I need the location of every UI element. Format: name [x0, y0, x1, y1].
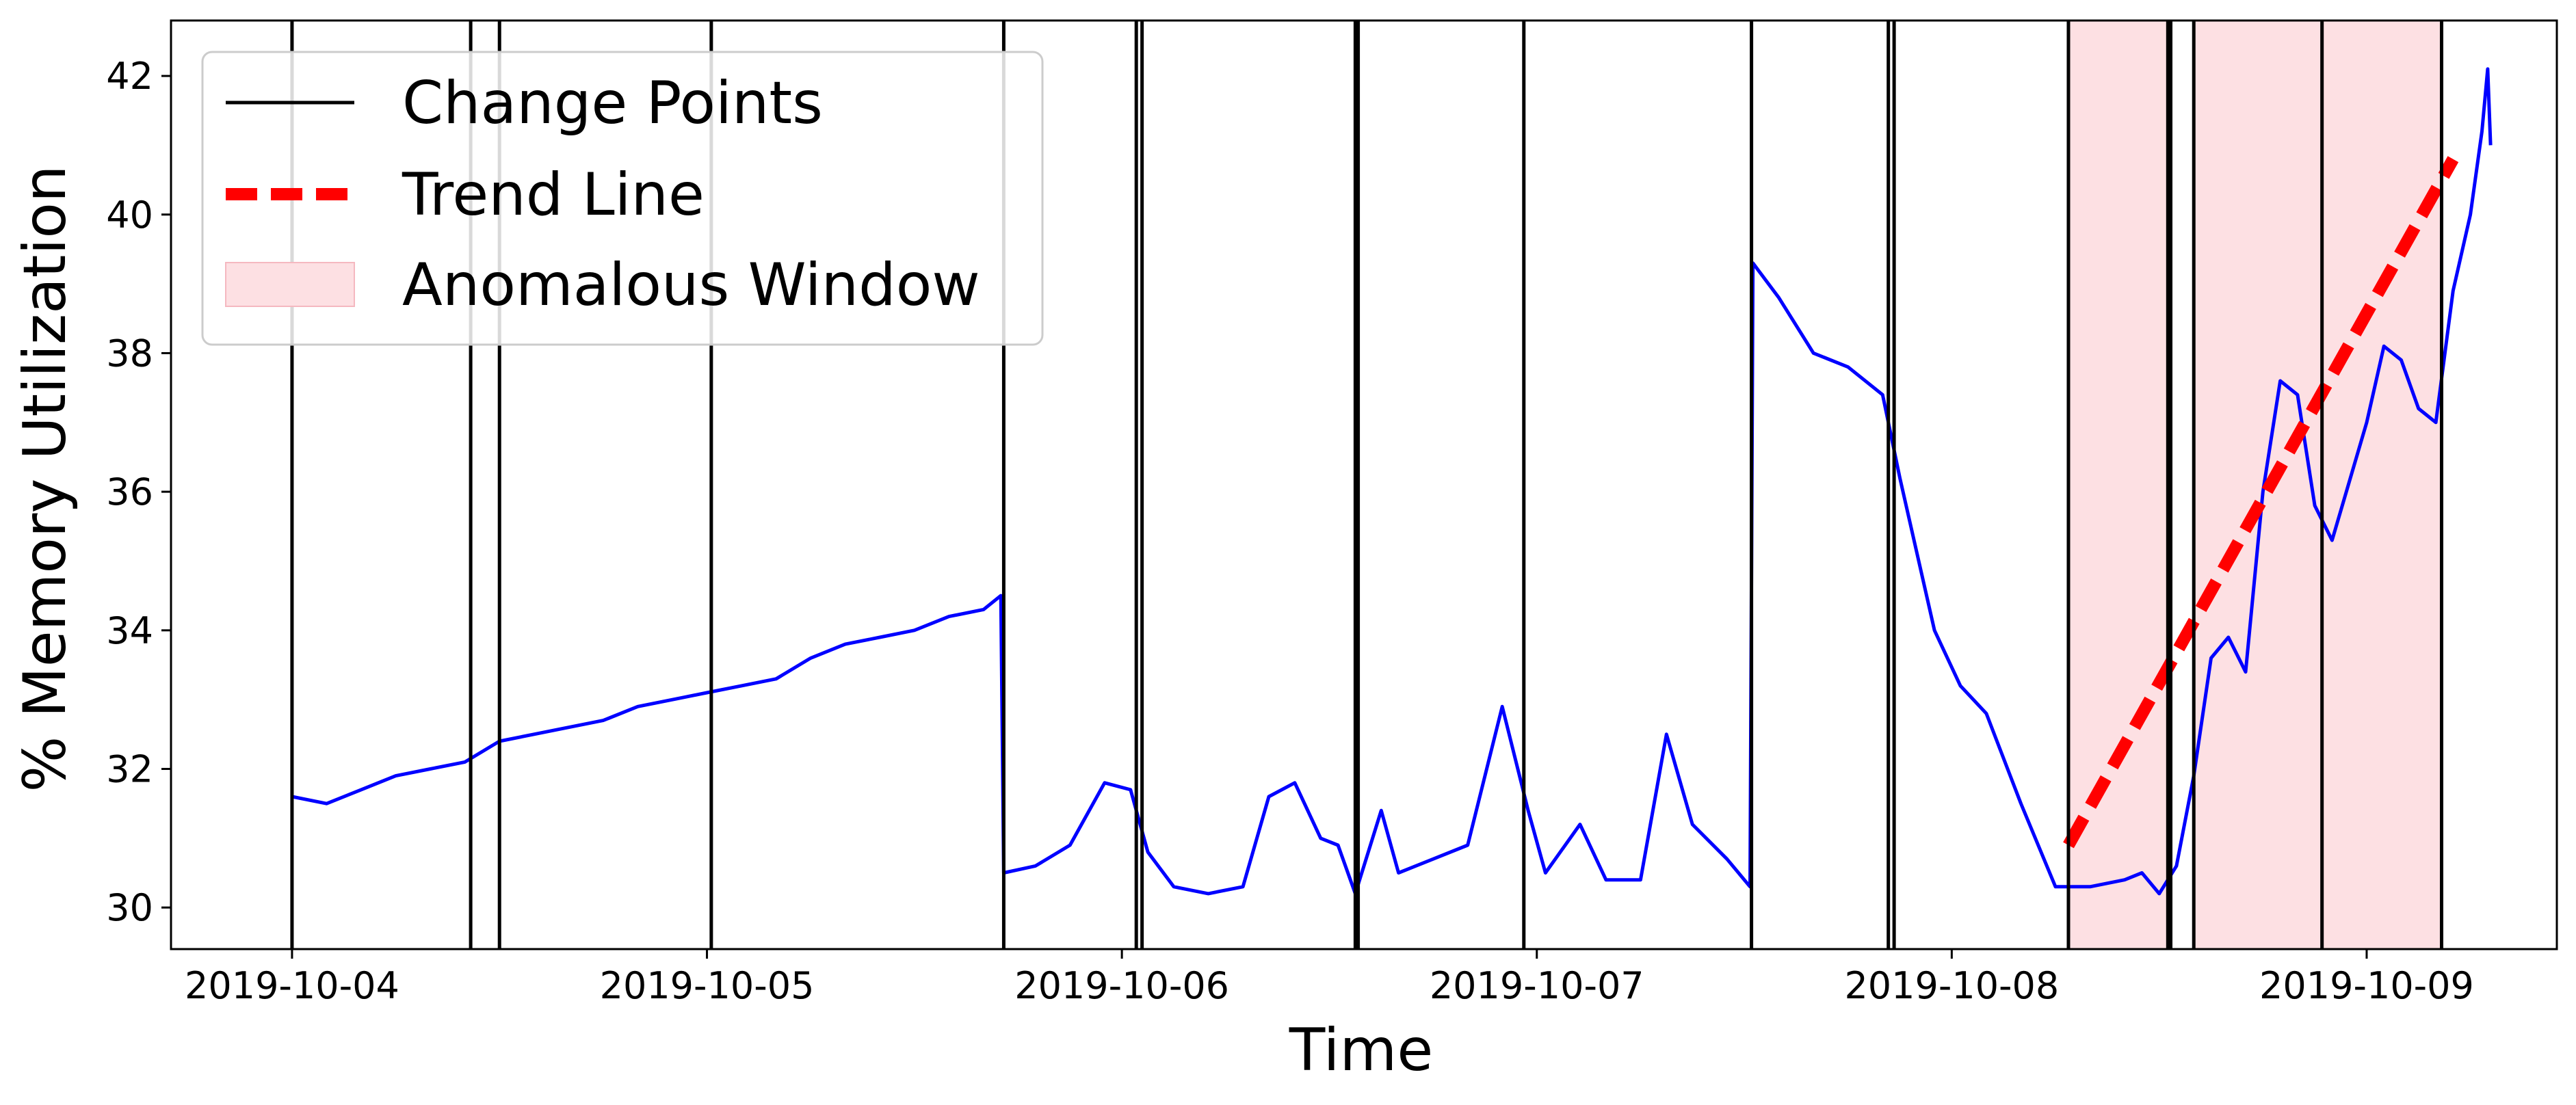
plot-frame	[170, 19, 2558, 950]
x-axis-label: Time	[1289, 1016, 1433, 1084]
anomalous-windows-layer	[2068, 21, 2442, 949]
y-tick-label: 36	[106, 470, 153, 514]
y-tick-label: 42	[106, 55, 153, 98]
x-tick-label: 2019-10-06	[1014, 964, 1229, 1007]
legend-box	[201, 51, 1044, 346]
legend-change-points-label: Change Points	[402, 69, 823, 137]
legend-anomalous-window-label: Anomalous Window	[402, 251, 980, 319]
anomalous-window	[2068, 21, 2168, 949]
y-tick-label: 40	[106, 194, 153, 237]
legend-anomalous-window-swatch	[225, 262, 355, 307]
legend-trend-line-label: Trend Line	[402, 161, 705, 229]
series-line	[291, 67, 2493, 896]
y-axis-label: % Memory Utilization	[11, 165, 79, 792]
trend-layer	[2063, 156, 2459, 849]
y-tick-label: 38	[106, 332, 153, 375]
trend-line	[2063, 156, 2459, 849]
change-points-layer	[290, 21, 2443, 949]
x-tick-label: 2019-10-07	[1430, 964, 1644, 1007]
y-tick-label: 34	[106, 609, 153, 652]
anomalous-window	[2194, 21, 2442, 949]
x-tick-label: 2019-10-04	[185, 964, 399, 1007]
x-tick-label: 2019-10-05	[600, 964, 815, 1007]
y-tick-label: 32	[106, 748, 153, 791]
legend: Change Points Trend Line Anomalous Window	[201, 51, 1044, 346]
x-tick-label: 2019-10-09	[2259, 964, 2474, 1007]
y-tick-label: 30	[106, 886, 153, 929]
series-layer	[291, 67, 2493, 896]
axes-layer: 2019-10-04 2019-10-05 2019-10-06 2019-10-07…	[106, 19, 2558, 1007]
x-tick-label: 2019-10-08	[1844, 964, 2059, 1007]
